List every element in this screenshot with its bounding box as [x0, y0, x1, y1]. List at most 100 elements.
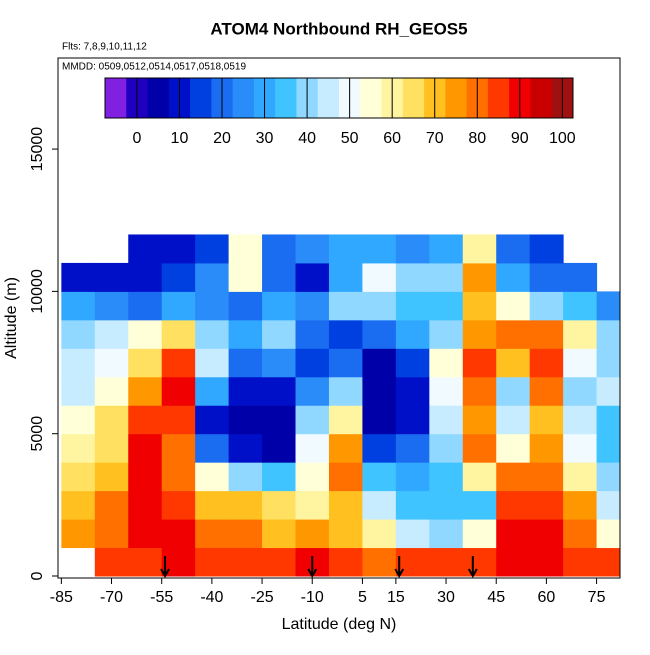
x-tick-label: 75 — [588, 589, 606, 606]
heatmap-cell — [128, 490, 163, 520]
heatmap-cell — [128, 348, 163, 378]
heatmap-cell — [429, 405, 464, 435]
heatmap-cell — [328, 376, 363, 406]
heatmap-cell — [295, 433, 330, 463]
colorbar-swatch — [402, 78, 425, 118]
heatmap-cell — [61, 405, 96, 435]
heatmap-cell — [529, 433, 564, 463]
heatmap-cell — [496, 348, 531, 378]
plot-frame — [57, 57, 621, 579]
heatmap-cell — [328, 348, 363, 378]
heatmap-cell — [195, 291, 230, 321]
heatmap-cell — [128, 547, 163, 577]
colorbar-tick-label: 20 — [213, 130, 231, 147]
heatmap-cell — [195, 262, 230, 292]
heatmap-cell — [328, 490, 363, 520]
heatmap-cell — [195, 490, 230, 520]
heatmap-cell — [362, 319, 397, 349]
heatmap-cell — [362, 462, 397, 492]
heatmap-cell — [496, 490, 531, 520]
flight-marker — [394, 556, 405, 579]
heatmap-cell — [61, 490, 96, 520]
heatmap-cell — [128, 376, 163, 406]
heatmap-cell — [195, 348, 230, 378]
heatmap-cell — [295, 519, 330, 549]
heatmap-cell — [228, 433, 263, 463]
heatmap-cell — [228, 405, 263, 435]
heatmap-cell — [395, 376, 430, 406]
heatmap-cell — [462, 348, 497, 378]
heatmap-cell — [596, 291, 620, 321]
heatmap-cell — [596, 547, 620, 577]
heatmap-cell — [362, 262, 397, 292]
heatmap-cell — [262, 262, 297, 292]
x-tick-label: -25 — [250, 589, 273, 606]
heatmap-cell — [362, 547, 397, 577]
heatmap-cell — [429, 376, 464, 406]
heatmap-cell — [596, 405, 620, 435]
heatmap-cell — [496, 547, 531, 577]
heatmap-cell — [529, 262, 564, 292]
heatmap-cell — [328, 547, 363, 577]
heatmap-cell — [362, 433, 397, 463]
heatmap-cell — [429, 262, 464, 292]
colorbar-tick-label: 80 — [468, 130, 486, 147]
heatmap-cell — [161, 291, 196, 321]
heatmap-cell — [228, 291, 263, 321]
flight-marker — [160, 556, 170, 579]
heatmap-cell — [462, 319, 497, 349]
heatmap-cell — [596, 319, 620, 349]
flight-marker — [467, 556, 478, 579]
heatmap-cell — [94, 490, 129, 520]
heatmap-cell — [462, 234, 497, 264]
heatmap-cell — [395, 319, 430, 349]
heatmap-cell — [228, 462, 263, 492]
heatmap-cell — [529, 234, 564, 264]
colorbar-swatch — [105, 78, 127, 118]
heatmap-cell — [529, 348, 564, 378]
heatmap-cell — [529, 376, 564, 406]
heatmap-cell — [61, 376, 96, 406]
flight-marker-head — [160, 568, 170, 579]
heatmap-cell — [161, 490, 196, 520]
heatmap-cell — [563, 490, 598, 520]
heatmap-cell — [262, 291, 297, 321]
heatmap-cell — [496, 262, 531, 292]
flight-marker-head — [394, 568, 405, 579]
heatmap-cell — [429, 348, 464, 378]
heatmap-cell — [563, 405, 598, 435]
heatmap-cell — [429, 234, 464, 264]
y-tick-label: 15000 — [29, 127, 46, 172]
heatmap-cell — [161, 405, 196, 435]
heatmap — [61, 234, 620, 577]
heatmap-cell — [429, 433, 464, 463]
heatmap-cell — [161, 348, 196, 378]
heatmap-cell — [94, 376, 129, 406]
heatmap-cell — [262, 433, 297, 463]
heatmap-cell — [496, 433, 531, 463]
heatmap-cell — [262, 405, 297, 435]
heatmap-cell — [328, 234, 363, 264]
heatmap-cell — [462, 291, 497, 321]
heatmap-cell — [563, 291, 598, 321]
heatmap-cell — [563, 319, 598, 349]
heatmap-cell — [128, 462, 163, 492]
heatmap-cell — [429, 519, 464, 549]
y-tick-label: 5000 — [29, 416, 46, 452]
heatmap-cell — [563, 433, 598, 463]
heatmap-cell — [161, 376, 196, 406]
heatmap-cell — [328, 319, 363, 349]
heatmap-cell — [462, 519, 497, 549]
heatmap-cell — [195, 547, 230, 577]
heatmap-cell — [462, 462, 497, 492]
heatmap-cell — [362, 405, 397, 435]
heatmap-cell — [362, 234, 397, 264]
heatmap-cell — [462, 405, 497, 435]
y-axis-label: Altitude (m) — [3, 277, 20, 359]
heatmap-cell — [596, 462, 620, 492]
colorbar-frame — [104, 77, 574, 119]
heatmap-cell — [462, 262, 497, 292]
heatmap-cell — [161, 319, 196, 349]
heatmap-cell — [529, 405, 564, 435]
heatmap-cell — [262, 376, 297, 406]
